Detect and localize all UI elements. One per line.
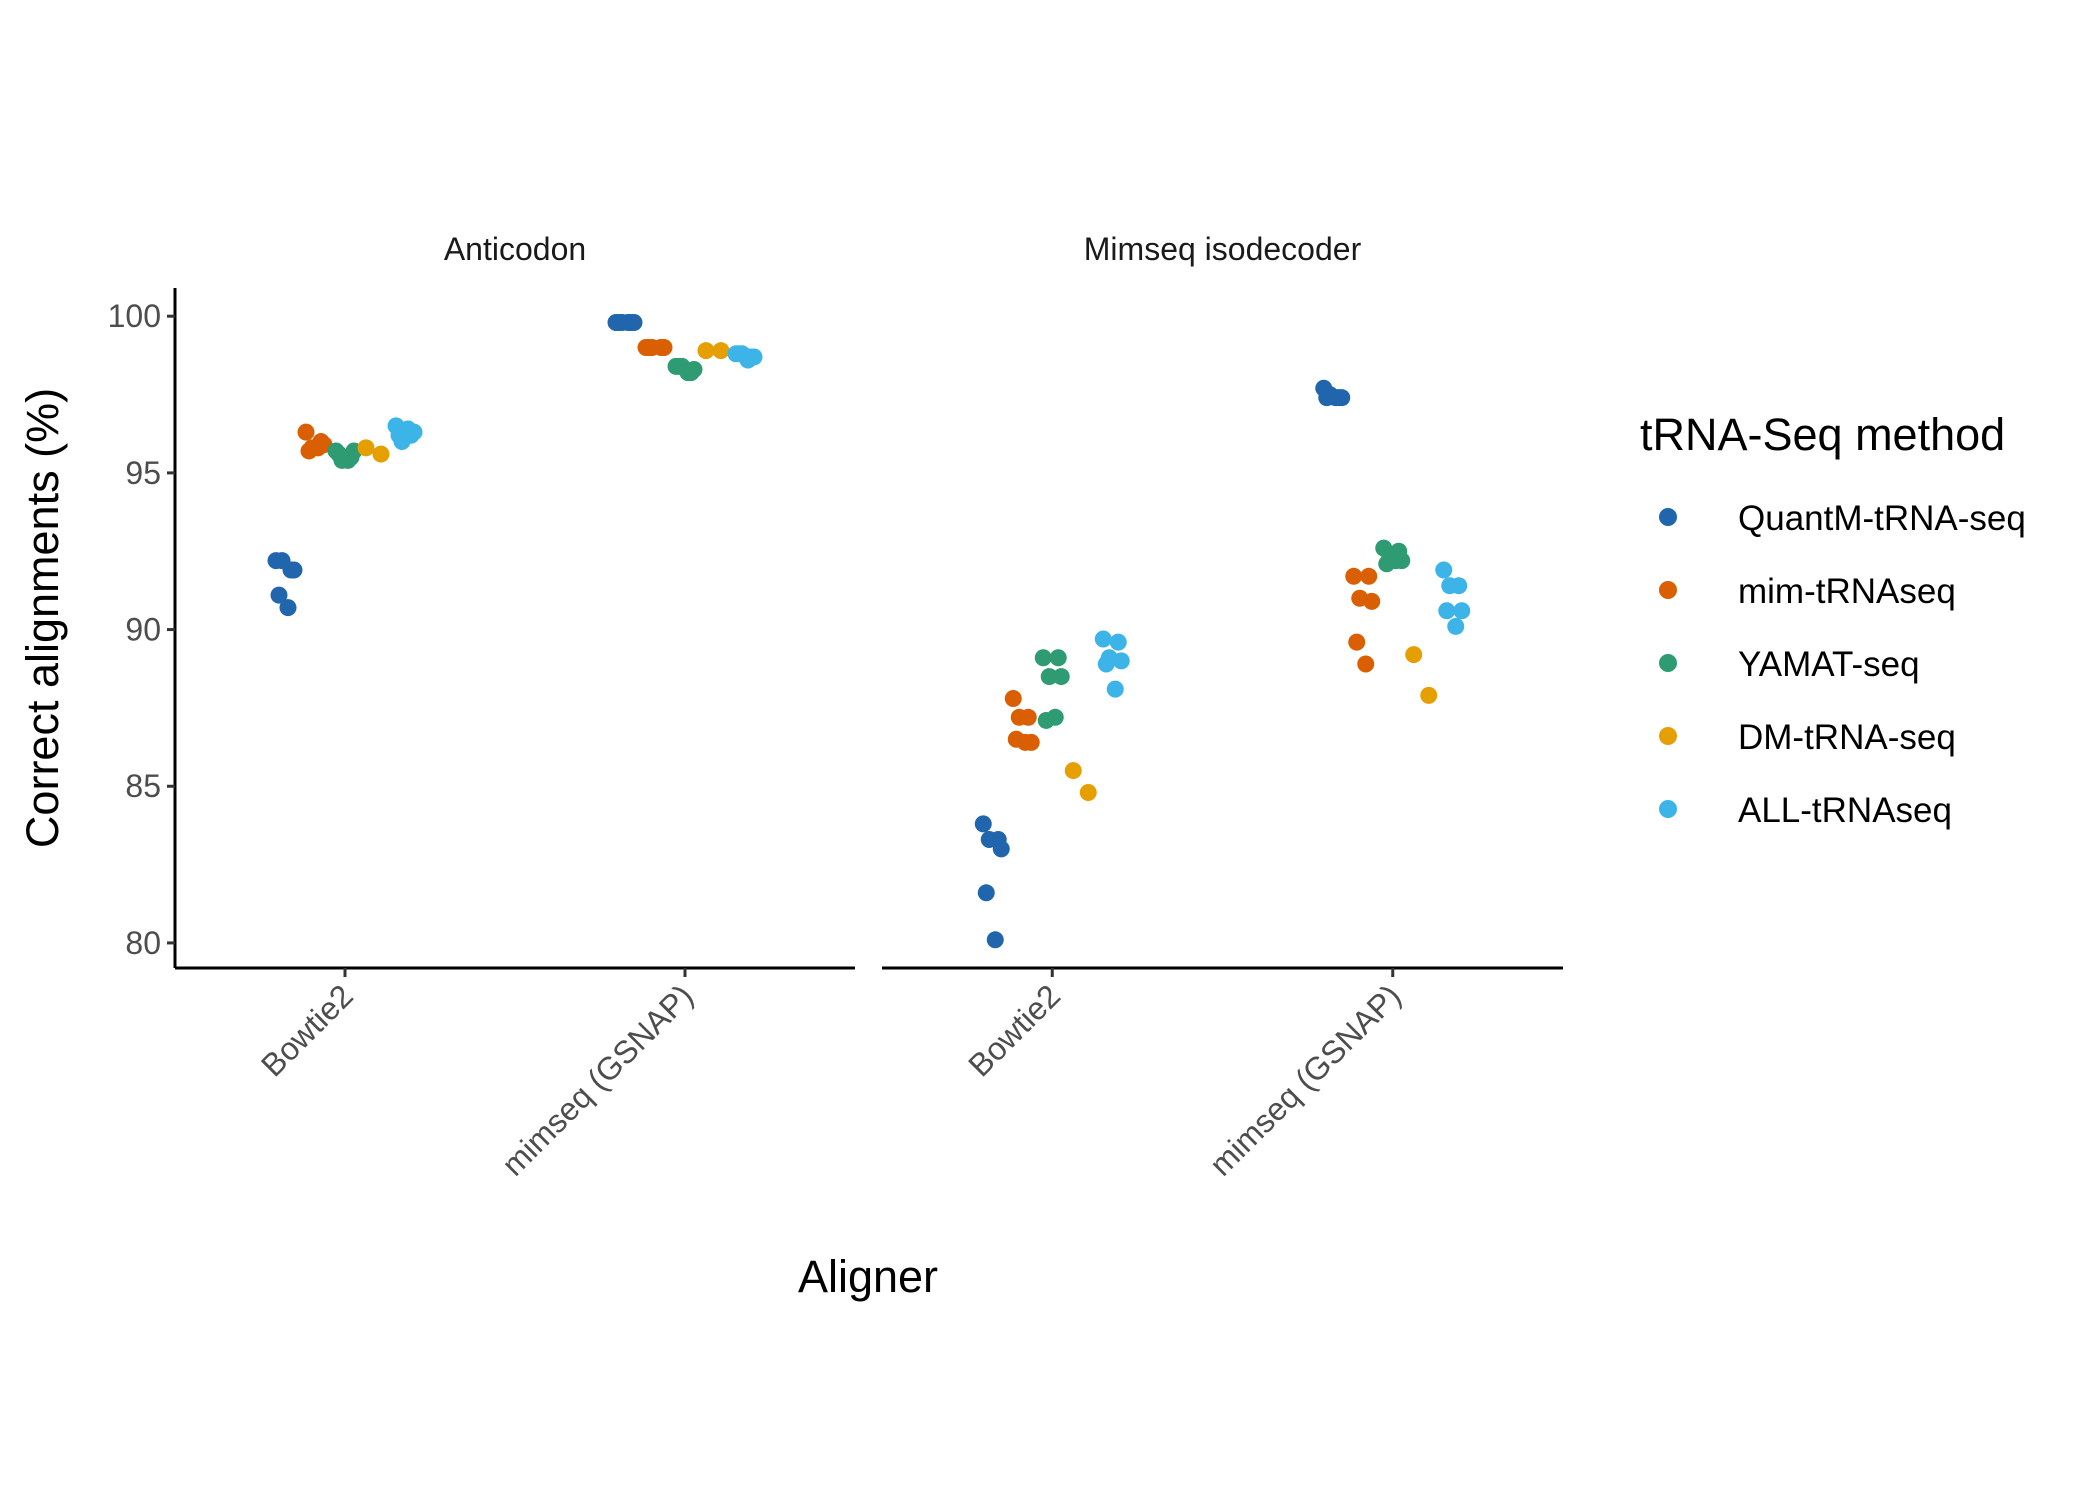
y-tick-label: 90 xyxy=(125,612,161,648)
data-point xyxy=(1004,690,1022,708)
legend-label: YAMAT-seq xyxy=(1738,645,1920,684)
data-point xyxy=(1064,762,1082,780)
legend-label: DM-tRNA-seq xyxy=(1738,718,1956,757)
data-point xyxy=(279,599,297,617)
data-point xyxy=(1040,668,1058,686)
data-point xyxy=(1052,668,1070,686)
data-point xyxy=(309,439,327,457)
data-point xyxy=(1357,655,1375,673)
x-axis-title: Aligner xyxy=(798,1251,938,1302)
legend-label: QuantM-tRNA-seq xyxy=(1738,499,2026,538)
data-point xyxy=(1345,567,1363,585)
y-axis-title: Correct alignments (%) xyxy=(17,388,68,848)
y-tick-label: 85 xyxy=(125,768,161,804)
x-tick-label: mimseq (GSNAP) xyxy=(495,977,700,1182)
legend-key xyxy=(1659,508,1677,526)
x-tick-label: Bowtie2 xyxy=(961,977,1067,1083)
data-point xyxy=(1438,602,1456,620)
data-point xyxy=(1010,708,1028,726)
legend-title: tRNA-Seq method xyxy=(1640,409,2005,460)
data-point xyxy=(986,931,1004,949)
data-point xyxy=(1079,784,1097,802)
data-point xyxy=(1112,652,1130,670)
panel-2: Mimseq isodecoder Bowtie2 mimseq (GSNAP) xyxy=(882,231,1563,1183)
data-point xyxy=(1387,552,1405,570)
data-point xyxy=(285,561,303,579)
data-point xyxy=(1348,633,1366,651)
data-point xyxy=(1327,389,1345,407)
y-tick-label: 80 xyxy=(125,925,161,961)
data-point xyxy=(399,420,417,438)
data-point xyxy=(992,840,1010,858)
data-point xyxy=(1106,680,1124,698)
data-point xyxy=(1097,655,1115,673)
data-point xyxy=(980,831,998,849)
legend-key xyxy=(1659,581,1677,599)
data-point xyxy=(712,342,730,360)
legend-label: ALL-tRNAseq xyxy=(1738,791,1952,830)
legend-key xyxy=(1659,654,1677,672)
data-point xyxy=(1363,592,1381,610)
x-tick-label: Bowtie2 xyxy=(254,977,360,1083)
data-point xyxy=(1016,733,1034,751)
y-tick-label: 100 xyxy=(108,298,161,334)
data-point xyxy=(679,364,697,382)
data-point xyxy=(1094,630,1112,648)
data-point xyxy=(640,339,658,357)
data-point xyxy=(1405,646,1423,664)
legend: tRNA-Seq method QuantM-tRNA-seq mim-tRNAs… xyxy=(1640,409,2026,830)
data-point xyxy=(372,445,390,463)
y-tick-label: 95 xyxy=(125,455,161,491)
data-point xyxy=(974,815,992,833)
data-point xyxy=(1435,561,1453,579)
data-point xyxy=(1034,649,1052,667)
x-tick-label: mimseq (GSNAP) xyxy=(1202,977,1407,1182)
data-point xyxy=(297,423,315,441)
data-point xyxy=(1046,708,1064,726)
data-point xyxy=(339,451,357,469)
data-point xyxy=(655,339,673,357)
data-point xyxy=(1420,686,1438,704)
data-point xyxy=(273,552,291,570)
panel-title: Mimseq isodecoder xyxy=(1084,231,1362,267)
panel-title: Anticodon xyxy=(444,231,586,267)
legend-label: mim-tRNAseq xyxy=(1738,572,1956,611)
legend-key xyxy=(1659,800,1677,818)
data-point xyxy=(1447,617,1465,635)
data-point xyxy=(1049,649,1067,667)
data-point xyxy=(977,884,995,902)
panel-1: Anticodon 80 85 90 95 100 Bowtie2 mimseq (GSNAP… xyxy=(108,231,855,1183)
data-point xyxy=(357,439,375,457)
data-point xyxy=(1453,602,1471,620)
data-point xyxy=(1441,577,1459,595)
panels-layer: Anticodon 80 85 90 95 100 Bowtie2 mimseq (GSNAP… xyxy=(108,231,1563,1183)
data-point xyxy=(739,351,757,369)
data-point xyxy=(619,313,637,331)
data-point xyxy=(697,342,715,360)
data-point xyxy=(1360,567,1378,585)
data-point xyxy=(1109,633,1127,651)
legend-key xyxy=(1659,727,1677,745)
data-point xyxy=(270,586,288,604)
